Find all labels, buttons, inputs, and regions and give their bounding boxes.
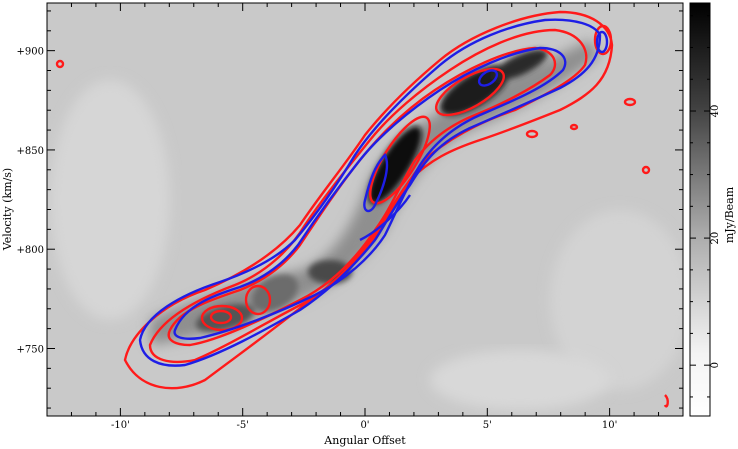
x-tick-label: 0' — [360, 420, 369, 431]
colorbar-tick-label: 40 — [710, 105, 721, 118]
blue-contours — [138, 18, 609, 367]
red-contours — [55, 10, 669, 408]
intensity-map — [47, 3, 683, 416]
y-axis: +900 +850 +800 +750 — [17, 10, 683, 409]
colorbar-tick-label: 20 — [710, 232, 721, 245]
colorbar-tick-label: 0 — [710, 362, 721, 368]
y-tick-label: +900 — [17, 47, 44, 58]
x-tick-label: 5' — [483, 420, 492, 431]
colorbar-title: mJy/Beam — [723, 186, 736, 243]
y-tick-label: +800 — [17, 245, 44, 256]
y-tick-label: +850 — [17, 146, 44, 157]
x-tick-label: -10' — [111, 420, 130, 431]
x-axis-title: Angular Offset — [323, 434, 406, 447]
colorbar-ticks: 40 20 0 — [690, 15, 721, 398]
y-tick-label: +750 — [17, 344, 44, 355]
colorbar — [689, 2, 711, 417]
x-tick-label: 10' — [602, 420, 617, 431]
x-tick-label: -5' — [236, 420, 249, 431]
x-axis: -10' -5' 0' 5' 10' — [70, 3, 660, 431]
y-axis-title: Velocity (km/s) — [1, 168, 14, 251]
